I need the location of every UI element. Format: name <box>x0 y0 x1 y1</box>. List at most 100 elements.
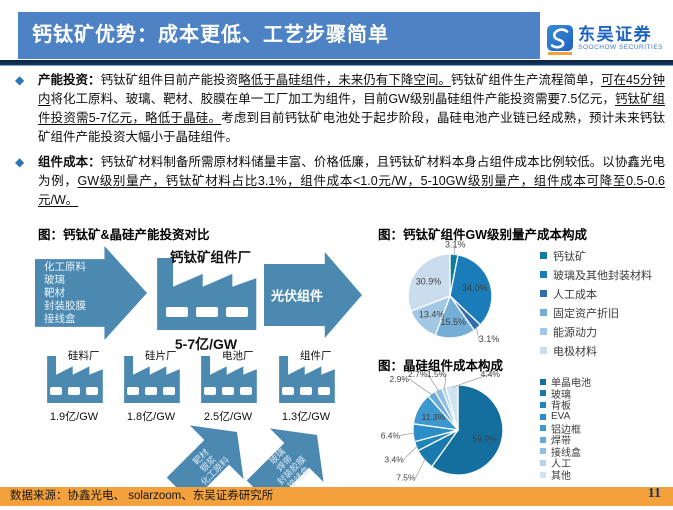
factory-cost: 1.8亿/GW <box>126 411 176 423</box>
legend-label: 玻璃 <box>551 389 571 401</box>
label-leader-line <box>475 326 480 340</box>
logo-name-cn: 东吴证券 <box>578 25 653 44</box>
diagram-title: 图：钙钛矿&晶硅产能投资对比 <box>38 228 210 242</box>
logo-orange-underline <box>548 52 573 55</box>
factory-window <box>300 387 312 395</box>
legend-swatch <box>540 459 546 466</box>
legend-item: 玻璃 <box>540 388 591 401</box>
legend-label: 焊带 <box>551 436 571 448</box>
factory-window <box>127 387 139 395</box>
legend-label: 人工 <box>551 459 571 471</box>
soochow-logo-icon <box>547 25 574 55</box>
perovskite-factory-icon <box>157 258 257 330</box>
factory-name: 硅片厂 <box>145 350 177 362</box>
silicon-cost-pie: 59.9% 7.5% 3.4% 6.4% 11.3% 2.9% 2.7% 1.5% 4.4% <box>381 369 504 483</box>
data-source-bar: 数据来源：协鑫光电、 solarzoom、东吴证券研究所 <box>0 487 673 506</box>
bullet-segment: 将化工原料、玻璃、靶材、胶膜在单一工厂加工为组件，目前GW级别晶硅组件产能投资需… <box>50 92 615 106</box>
factory-cost: 2.5亿/GW <box>203 411 253 423</box>
label-leader-line <box>443 373 447 390</box>
label-leader-line <box>415 457 426 478</box>
bullet-segment: 钙钛矿材料制备所需原材料储量丰富、价格低廉，且钙钛矿材料本身占组件成本比例较低。… <box>38 155 665 188</box>
chart-title-silicon: 图：晶硅组件成本构成 <box>378 359 504 373</box>
legend-item: 其他 <box>540 469 591 482</box>
legend-label: 玻璃及其他封装材料 <box>553 269 652 282</box>
legend-item: 玻璃及其他封装材料 <box>540 265 652 284</box>
factory-cost: 1.9亿/GW <box>49 411 99 423</box>
bullet-segment-underlined: 可在45分钟内 <box>38 73 665 106</box>
perovskite-cost-pie: 3.1% 34.0% 3.1% 15.5%13.4% 30.9% <box>407 239 499 344</box>
output-arrow: 光伏组件 <box>264 252 362 338</box>
label-leader-line <box>427 373 440 392</box>
header-divider <box>0 60 673 66</box>
factory-name: 硅料厂 <box>68 350 100 362</box>
perovskite-factory-cost: 5-7亿/GW <box>174 336 238 352</box>
input-materials-list: 化工原料 玻璃 靶材 封装胶膜 接线盒 <box>44 261 86 326</box>
factory-window <box>163 387 175 395</box>
legend-item: 电极材料 <box>540 341 652 360</box>
legend-swatch <box>540 271 547 278</box>
label-leader-line <box>400 432 416 436</box>
chart-title-perovskite: 图：钙钛矿组件GW级别量产成本构成 <box>378 228 588 242</box>
bullet-lead: 产能投资： <box>38 73 101 87</box>
pie-label: 11.3% <box>422 412 446 422</box>
legend-label: 能源动力 <box>553 326 597 339</box>
legend-label: 单晶电池 <box>551 378 591 390</box>
list-item: 靶材 <box>44 287 65 299</box>
legend-swatch <box>540 448 546 455</box>
pie-label: 2.7% <box>408 369 428 379</box>
factory-window <box>145 387 157 395</box>
factory-icon <box>47 356 103 403</box>
legend-item: 钙钛矿 <box>540 246 652 265</box>
label-leader-line <box>453 244 456 257</box>
factory-window <box>240 387 252 395</box>
factory-cost: 1.3亿/GW <box>281 411 331 423</box>
factory-window <box>68 387 80 395</box>
legend-item: 能源动力 <box>540 322 652 341</box>
legend-swatch <box>540 401 546 408</box>
factory-icon <box>201 356 257 403</box>
pie-label: 15.5% <box>441 317 467 327</box>
legend-item: EVA <box>540 411 591 423</box>
input-materials-arrow: 化工原料 玻璃 靶材 封装胶膜 接线盒 <box>35 246 147 340</box>
pie-label: 7.5% <box>396 473 416 483</box>
legend-item: 焊带 <box>540 434 591 448</box>
factory-name: 电池厂 <box>222 350 254 362</box>
legend-perovskite: 钙钛矿 玻璃及其他封装材料 人工成本 固定资产折旧 能源动力 电极材料 <box>540 246 652 360</box>
pie-label: 3.1% <box>445 239 466 249</box>
legend-item: 背板 <box>540 399 591 413</box>
pie-slice <box>430 384 504 476</box>
pie-label: 2.9% <box>390 374 410 384</box>
legend-swatch <box>540 390 546 397</box>
legend-swatch <box>540 328 547 335</box>
bullet-segment: 钙钛矿组件生产流程简单， <box>450 73 602 87</box>
legend-silicon: 单晶电池 玻璃 背板 EVA 铝边框 焊带 接线盒 人工 其他 <box>540 376 591 482</box>
output-label: 光伏组件 <box>270 288 323 304</box>
legend-swatch <box>540 436 546 443</box>
pie-label: 13.4% <box>419 310 445 320</box>
legend-item: 固定资产折旧 <box>540 303 652 322</box>
legend-label: 钙钛矿 <box>553 250 586 263</box>
logo-text: 东吴证券 SOOCHOW SECURITIES <box>578 25 663 51</box>
bullet-segment-underlined: 钙钛矿组件投资需5-7亿元，略低于晶硅。 <box>38 92 665 125</box>
legend-swatch <box>540 252 547 259</box>
bullet-capacity-investment: ◆ 产能投资：钙钛矿组件目前产能投资略低于晶硅组件，未来仍有下降空间。钙钛矿组件… <box>12 71 665 147</box>
page-title: 钙钛矿优势：成本更低、工艺步骤简单 <box>18 12 540 59</box>
company-logo: 东吴证券 SOOCHOW SECURITIES <box>547 25 663 55</box>
factory-window <box>166 307 188 317</box>
factory-window <box>226 307 248 317</box>
logo-swirl-icon <box>550 28 569 49</box>
pie-slice <box>449 254 493 326</box>
legend-swatch <box>540 471 546 478</box>
factory-window <box>282 387 294 395</box>
pie-label: 34.0% <box>462 283 488 293</box>
legend-label: 背板 <box>551 401 571 413</box>
factory-window <box>204 387 216 395</box>
legend-swatch <box>540 347 547 354</box>
legend-item: 接线盒 <box>540 446 591 459</box>
legend-label: 电极材料 <box>553 345 597 358</box>
diamond-bullet-icon: ◆ <box>15 155 25 169</box>
list-item: 接线盒 <box>44 313 76 325</box>
pie-label: 30.9% <box>416 276 442 286</box>
factory-window <box>222 387 234 395</box>
